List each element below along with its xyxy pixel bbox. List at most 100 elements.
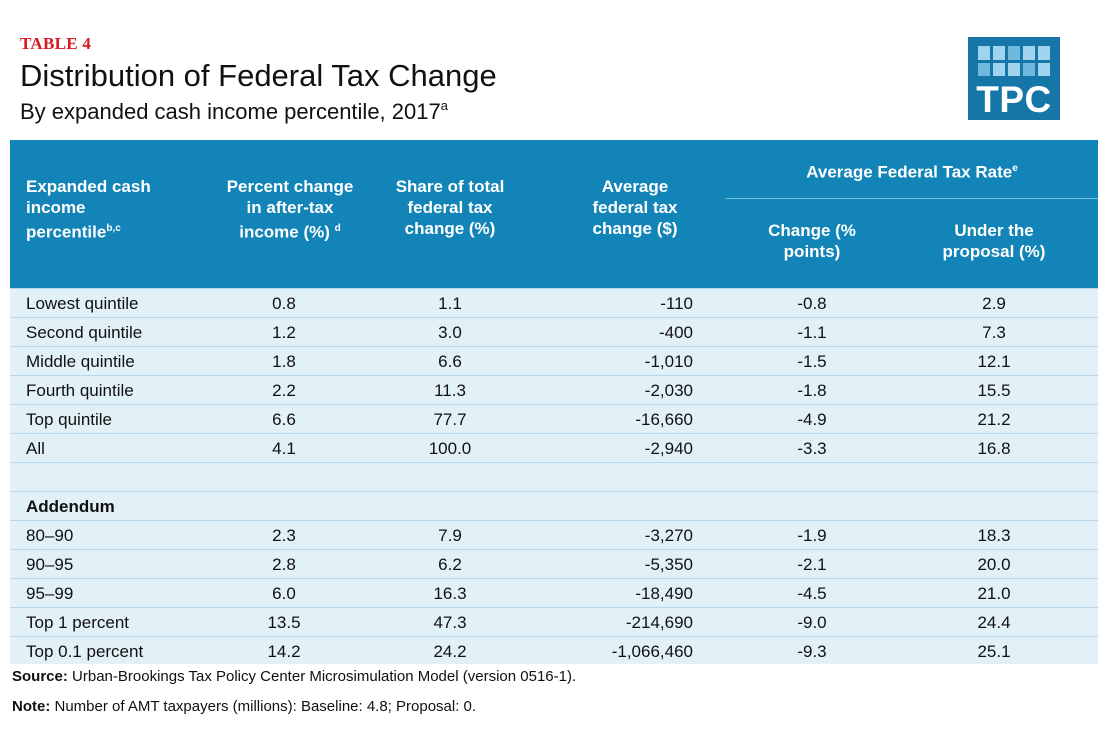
cell-percentile: Top quintile <box>26 410 113 429</box>
addendum-label: Addendum <box>26 497 115 516</box>
note-text: Number of AMT taxpayers (millions): Base… <box>54 698 477 715</box>
col-header-rate-proposal: Under the proposal (%) <box>908 220 1080 262</box>
cell-average-change: -16,660 <box>635 410 693 429</box>
col-header-line: federal tax <box>407 198 493 217</box>
cell-average-change: -1,066,460 <box>611 642 693 661</box>
cell-rate-change: -1.1 <box>797 323 827 342</box>
cell-rate-change: -1.8 <box>797 381 827 400</box>
group-header-divider <box>726 198 1098 199</box>
cell-percent-change: 2.3 <box>272 526 296 545</box>
cell-percent-change: 1.8 <box>272 352 296 371</box>
table-number-label: TABLE 4 <box>20 34 92 53</box>
cell-rate-change: -3.3 <box>797 439 827 458</box>
cell-average-change: -3,270 <box>644 526 693 545</box>
table-row: Lowest quintile 0.8 1.1 -110 -0.8 2.9 <box>10 288 1098 318</box>
cell-rate-proposal: 15.5 <box>977 381 1011 400</box>
col-header-rate-change: Change (% points) <box>726 220 898 262</box>
cell-share: 1.1 <box>438 294 462 313</box>
table-row: Top 0.1 percent 14.2 24.2 -1,066,460 -9.… <box>10 636 1098 666</box>
addendum-heading-row: Addendum <box>10 491 1098 521</box>
cell-average-change: -214,690 <box>625 613 693 632</box>
cell-percentile: Top 1 percent <box>26 613 130 632</box>
table-subtitle: By expanded cash income percentile, 2017… <box>20 98 448 125</box>
cell-rate-change: -9.3 <box>797 642 827 661</box>
col-header-line: Percent change <box>226 177 354 196</box>
table-header: Expanded cash income percentileb,c Perce… <box>10 140 1098 288</box>
cell-rate-proposal: 18.3 <box>977 526 1011 545</box>
col-header-line: Average <box>601 177 669 196</box>
note-label: Note: <box>12 698 51 715</box>
table-row: 95–99 6.0 16.3 -18,490 -4.5 21.0 <box>10 578 1098 608</box>
table-row: Middle quintile 1.8 6.6 -1,010 -1.5 12.1 <box>10 346 1098 376</box>
cell-average-change: -400 <box>658 323 693 342</box>
subtitle-footnote-marker: a <box>440 98 448 113</box>
table-row: Top quintile 6.6 77.7 -16,660 -4.9 21.2 <box>10 404 1098 434</box>
cell-percent-change: 6.6 <box>272 410 296 429</box>
cell-rate-proposal: 2.9 <box>982 294 1006 313</box>
col-header-line: federal tax <box>592 198 678 217</box>
cell-percent-change: 14.2 <box>267 642 301 661</box>
col-header-line: points) <box>783 242 841 261</box>
cell-rate-proposal: 20.0 <box>977 555 1011 574</box>
tpc-logo: TPC <box>968 37 1060 120</box>
cell-share: 100.0 <box>428 439 472 458</box>
subtitle-text: By expanded cash income percentile, 2017 <box>20 99 441 124</box>
col-header-share: Share of total federal tax change (%) <box>365 176 535 239</box>
cell-average-change: -18,490 <box>635 584 693 603</box>
table-row: 80–90 2.3 7.9 -3,270 -1.9 18.3 <box>10 520 1098 550</box>
col-header-percent-change: Percent change in after-tax income (%) d <box>200 176 380 243</box>
cell-share: 6.6 <box>438 352 462 371</box>
cell-percentile: 95–99 <box>26 584 74 603</box>
cell-rate-proposal: 12.1 <box>977 352 1011 371</box>
cell-percent-change: 1.2 <box>272 323 296 342</box>
cell-percentile: Middle quintile <box>26 352 135 371</box>
cell-percentile: 80–90 <box>26 526 74 545</box>
cell-share: 16.3 <box>433 584 467 603</box>
source-label: Source: <box>12 668 68 685</box>
cell-rate-change: -4.9 <box>797 410 827 429</box>
cell-percent-change: 13.5 <box>267 613 301 632</box>
cell-share: 6.2 <box>438 555 462 574</box>
cell-percent-change: 0.8 <box>272 294 296 313</box>
cell-rate-change: -2.1 <box>797 555 827 574</box>
col-header-line: Share of total <box>395 177 505 196</box>
col-header-average-change: Average federal tax change ($) <box>555 176 715 239</box>
source-note: Source: Urban-Brookings Tax Policy Cente… <box>12 668 576 685</box>
cell-percentile: Top 0.1 percent <box>26 642 144 661</box>
cell-share: 47.3 <box>433 613 467 632</box>
cell-rate-proposal: 21.0 <box>977 584 1011 603</box>
col-header-line: proposal (%) <box>942 242 1046 261</box>
cell-share: 7.9 <box>438 526 462 545</box>
logo-grid-icon <box>978 46 1050 76</box>
cell-percentile: Lowest quintile <box>26 294 139 313</box>
col-header-line: change ($) <box>592 219 678 238</box>
cell-average-change: -1,010 <box>644 352 693 371</box>
cell-percent-change: 4.1 <box>272 439 296 458</box>
source-text: Urban-Brookings Tax Policy Center Micros… <box>72 668 577 685</box>
cell-rate-proposal: 7.3 <box>982 323 1006 342</box>
amt-note: Note: Number of AMT taxpayers (millions)… <box>12 698 476 715</box>
footnote-marker: b,c <box>106 223 121 234</box>
col-header-line: Under the <box>954 221 1034 240</box>
col-header-line: change (%) <box>404 219 496 238</box>
col-header-line: income <box>26 198 86 217</box>
cell-average-change: -5,350 <box>644 555 693 574</box>
spacer-row <box>10 462 1098 492</box>
cell-percent-change: 6.0 <box>272 584 296 603</box>
distribution-table: Expanded cash income percentileb,c Perce… <box>10 140 1098 664</box>
footnote-marker: d <box>334 223 341 234</box>
col-header-percentile: Expanded cash income percentileb,c <box>26 176 216 243</box>
cell-share: 11.3 <box>434 381 466 400</box>
cell-average-change: -2,030 <box>644 381 693 400</box>
table-title: Distribution of Federal Tax Change <box>20 58 497 93</box>
table-row: Second quintile 1.2 3.0 -400 -1.1 7.3 <box>10 317 1098 347</box>
cell-percent-change: 2.2 <box>272 381 296 400</box>
col-header-line: Change (% <box>768 221 856 240</box>
col-header-line: in after-tax <box>246 198 334 217</box>
cell-share: 77.7 <box>433 410 467 429</box>
cell-rate-proposal: 25.1 <box>977 642 1011 661</box>
cell-percent-change: 2.8 <box>272 555 296 574</box>
cell-percentile: Second quintile <box>26 323 143 342</box>
cell-percentile: Fourth quintile <box>26 381 134 400</box>
cell-average-change: -2,940 <box>644 439 693 458</box>
